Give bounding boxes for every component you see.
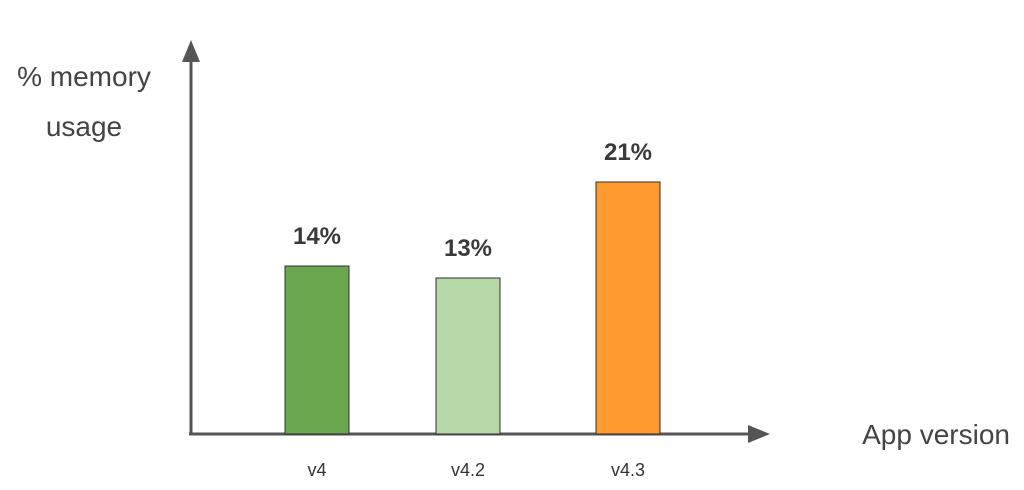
y-axis-label-line-2: usage [46,111,122,142]
data-label-v4.2: 13% [444,235,492,262]
x-tick-label-v4: v4 [307,460,326,480]
x-tick-label-v4.2: v4.2 [451,460,485,480]
bar-v4.2 [435,277,501,435]
x-axis-label: App version [862,419,1010,450]
data-label-v4: 14% [293,223,341,250]
bar-v4 [284,265,350,435]
x-axis-arrowhead [748,425,770,443]
y-axis-label-line-1: % memory [17,61,151,92]
bars-group: 14% v4 13% v4.2 21% v4.3 [284,139,661,480]
bar-v4.3 [595,181,661,435]
x-tick-label-v4.3: v4.3 [611,460,645,480]
y-axis-arrowhead [182,40,200,62]
data-label-v4.3: 21% [604,139,652,166]
